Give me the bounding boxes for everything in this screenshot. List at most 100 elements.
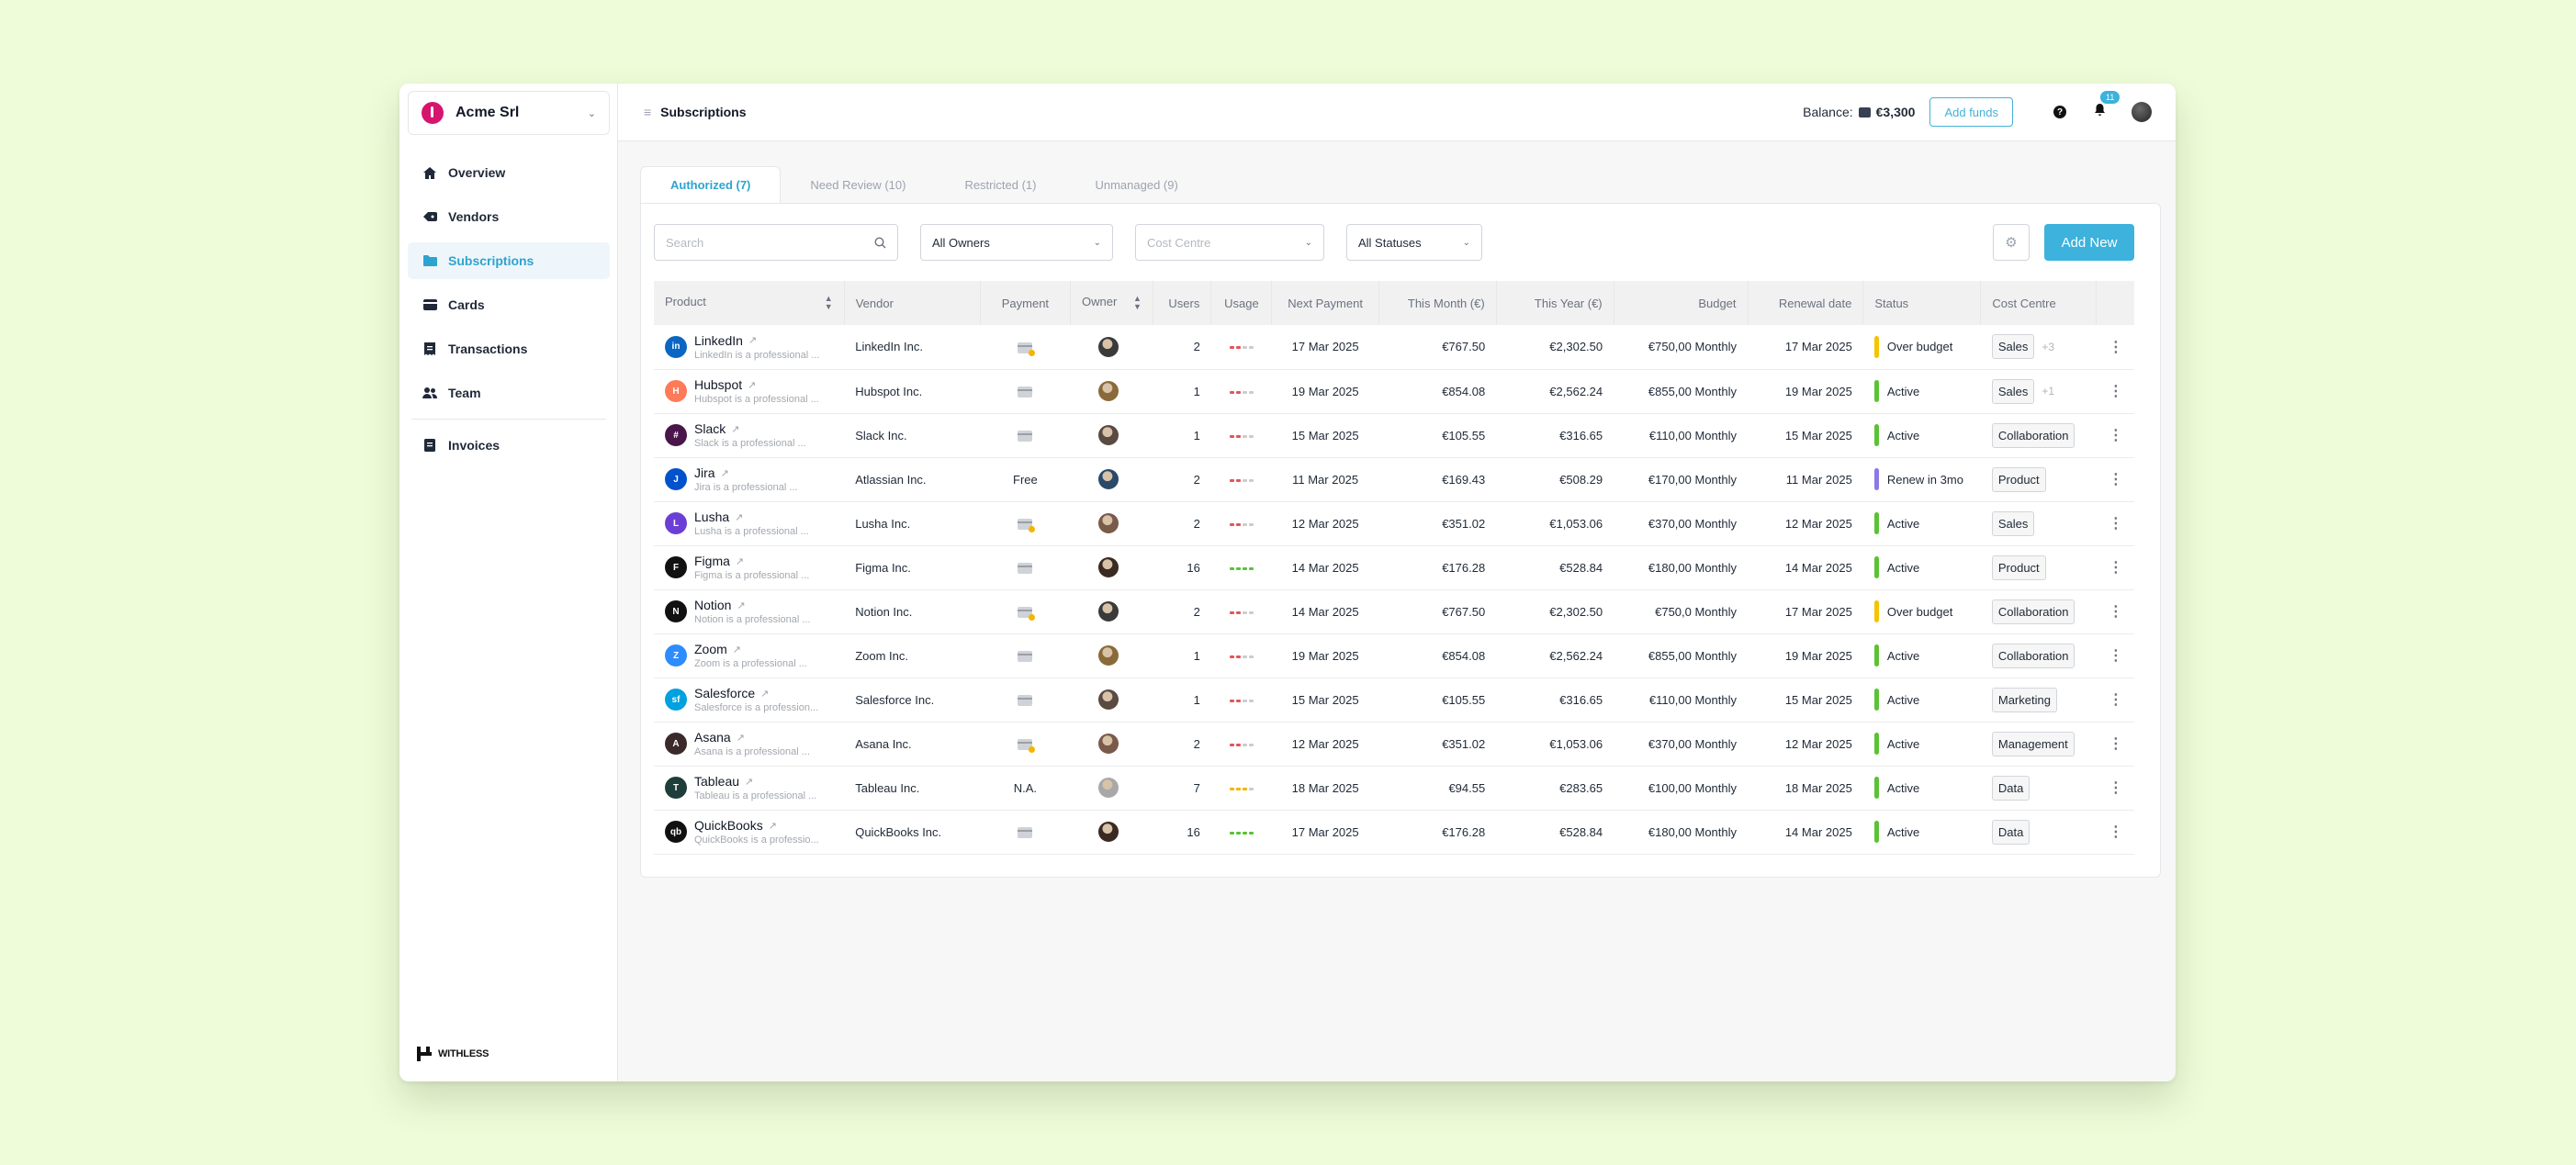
statuses-select[interactable]: All Statuses ⌄	[1346, 224, 1482, 261]
column-header-vendor[interactable]: Vendor	[844, 281, 981, 325]
external-link-icon[interactable]: ↗	[735, 511, 744, 523]
column-header-users[interactable]: Users	[1153, 281, 1212, 325]
external-link-icon[interactable]: ↗	[731, 423, 740, 435]
owner-avatar[interactable]	[1097, 601, 1119, 622]
external-link-icon[interactable]: ↗	[768, 820, 777, 832]
settings-gear-button[interactable]: ⚙	[1993, 224, 2030, 261]
column-header-renewal-date[interactable]: Renewal date	[1748, 281, 1864, 325]
owner-avatar[interactable]	[1097, 557, 1119, 577]
column-header-owner[interactable]: Owner ▲ ▼	[1070, 281, 1153, 325]
table-row[interactable]: sf Salesforce ↗ Salesforce is a profession.…	[654, 678, 2134, 722]
owners-select[interactable]: All Owners ⌄	[920, 224, 1113, 261]
product-name[interactable]: Lusha ↗	[694, 510, 823, 524]
owner-avatar[interactable]	[1097, 336, 1119, 357]
column-header-this-month[interactable]: This Month (€)	[1378, 281, 1497, 325]
table-row[interactable]: J Jira ↗ Jira is a professional ... Atlassia…	[654, 457, 2134, 501]
more-vertical-icon[interactable]: ⋮	[2108, 780, 2123, 796]
owner-avatar[interactable]	[1097, 734, 1119, 754]
cost-centre-more[interactable]: +1	[2042, 385, 2055, 398]
product-name[interactable]: LinkedIn ↗	[694, 333, 823, 348]
sidebar-item-subscriptions[interactable]: Subscriptions	[408, 242, 610, 279]
table-row[interactable]: N Notion ↗ Notion is a professional ... Noti…	[654, 589, 2134, 633]
more-vertical-icon[interactable]: ⋮	[2108, 516, 2123, 532]
product-name[interactable]: Figma ↗	[694, 554, 823, 568]
table-row[interactable]: H Hubspot ↗ Hubspot is a professional ... Hu…	[654, 369, 2134, 413]
external-link-icon[interactable]: ↗	[760, 688, 770, 700]
more-vertical-icon[interactable]: ⋮	[2108, 824, 2123, 840]
menu-toggle-icon[interactable]: ≡	[644, 105, 652, 119]
table-row[interactable]: T Tableau ↗ Tableau is a professional ... Ta…	[654, 766, 2134, 810]
external-link-icon[interactable]: ↗	[732, 644, 742, 655]
cost-centre-tag[interactable]: Management	[1991, 731, 2075, 756]
help-icon[interactable]: ?	[2053, 106, 2066, 118]
tab-authorized[interactable]: Authorized (7)	[640, 166, 782, 203]
table-row[interactable]: L Lusha ↗ Lusha is a professional ... Lusha …	[654, 501, 2134, 545]
column-header-usage[interactable]: Usage	[1210, 281, 1273, 325]
owner-avatar[interactable]	[1097, 778, 1119, 798]
sort-icon[interactable]: ▲ ▼	[824, 294, 833, 311]
cost-centre-tag[interactable]: Product	[1991, 466, 2046, 492]
cost-centre-select[interactable]: Cost Centre ⌄	[1135, 224, 1324, 261]
column-header-payment[interactable]: Payment	[980, 281, 1072, 325]
owner-avatar[interactable]	[1097, 822, 1119, 842]
cost-centre-tag[interactable]: Data	[1991, 775, 2030, 801]
tab-unmanaged[interactable]: Unmanaged (9)	[1095, 177, 1178, 192]
cost-centre-tag[interactable]: Marketing	[1991, 687, 2057, 712]
product-name[interactable]: Salesforce ↗	[694, 686, 823, 700]
product-name[interactable]: QuickBooks ↗	[694, 818, 823, 833]
product-name[interactable]: Slack ↗	[694, 421, 823, 436]
column-header-next-payment[interactable]: Next Payment	[1271, 281, 1379, 325]
product-name[interactable]: Jira ↗	[694, 465, 823, 480]
owner-avatar[interactable]	[1097, 689, 1119, 710]
more-vertical-icon[interactable]: ⋮	[2108, 604, 2123, 620]
cost-centre-tag[interactable]: Collaboration	[1991, 422, 2075, 448]
search-box[interactable]	[654, 224, 898, 261]
column-header-status[interactable]: Status	[1862, 281, 1982, 325]
table-row[interactable]: Z Zoom ↗ Zoom is a professional ... Zoom Inc…	[654, 633, 2134, 678]
product-name[interactable]: Asana ↗	[694, 730, 823, 745]
cost-centre-tag[interactable]: Product	[1991, 554, 2046, 580]
cost-centre-tag[interactable]: Sales	[1991, 510, 2035, 536]
tab-need-review[interactable]: Need Review (10)	[810, 177, 906, 192]
table-row[interactable]: A Asana ↗ Asana is a professional ... Asana …	[654, 722, 2134, 766]
sidebar-item-overview[interactable]: Overview	[408, 154, 610, 191]
table-row[interactable]: qb QuickBooks ↗ QuickBooks is a professio..…	[654, 810, 2134, 854]
column-header-product[interactable]: Product ▲ ▼	[654, 281, 845, 325]
more-vertical-icon[interactable]: ⋮	[2108, 648, 2123, 664]
owner-avatar[interactable]	[1097, 425, 1119, 445]
more-vertical-icon[interactable]: ⋮	[2108, 428, 2123, 443]
sidebar-item-vendors[interactable]: Vendors	[408, 198, 610, 235]
cost-centre-tag[interactable]: Sales	[1991, 334, 2035, 360]
external-link-icon[interactable]: ↗	[720, 467, 729, 479]
more-vertical-icon[interactable]: ⋮	[2108, 339, 2123, 355]
owner-avatar[interactable]	[1097, 645, 1119, 666]
sidebar-item-team[interactable]: Team	[408, 375, 610, 411]
more-vertical-icon[interactable]: ⋮	[2108, 384, 2123, 399]
product-name[interactable]: Zoom ↗	[694, 642, 823, 656]
notifications-bell-icon[interactable]: 11	[2094, 91, 2120, 120]
product-name[interactable]: Hubspot ↗	[694, 377, 823, 392]
column-header-budget[interactable]: Budget	[1614, 281, 1749, 325]
cost-centre-tag[interactable]: Sales	[1991, 378, 2035, 404]
cost-centre-tag[interactable]: Data	[1991, 819, 2030, 845]
table-row[interactable]: # Slack ↗ Slack is a professional ... Slack …	[654, 413, 2134, 457]
owner-avatar[interactable]	[1097, 469, 1119, 489]
more-vertical-icon[interactable]: ⋮	[2108, 736, 2123, 752]
cost-centre-tag[interactable]: Collaboration	[1991, 599, 2075, 624]
external-link-icon[interactable]: ↗	[748, 379, 757, 391]
table-row[interactable]: in LinkedIn ↗ LinkedIn is a professional ..…	[654, 325, 2134, 369]
sidebar-item-transactions[interactable]: Transactions	[408, 330, 610, 367]
more-vertical-icon[interactable]: ⋮	[2108, 472, 2123, 487]
add-funds-button[interactable]: Add funds	[1929, 97, 2013, 127]
org-switcher[interactable]: Acme Srl ⌄	[408, 91, 610, 135]
external-link-icon[interactable]: ↗	[748, 335, 758, 347]
owner-avatar[interactable]	[1097, 381, 1119, 401]
cost-centre-tag[interactable]: Collaboration	[1991, 643, 2075, 668]
more-vertical-icon[interactable]: ⋮	[2108, 692, 2123, 708]
owner-avatar[interactable]	[1097, 513, 1119, 533]
column-header-this-year[interactable]: This Year (€)	[1496, 281, 1614, 325]
cost-centre-more[interactable]: +3	[2042, 340, 2055, 353]
external-link-icon[interactable]: ↗	[736, 732, 745, 744]
table-row[interactable]: F Figma ↗ Figma is a professional ... Figma …	[654, 545, 2134, 589]
product-name[interactable]: Notion ↗	[694, 598, 823, 612]
